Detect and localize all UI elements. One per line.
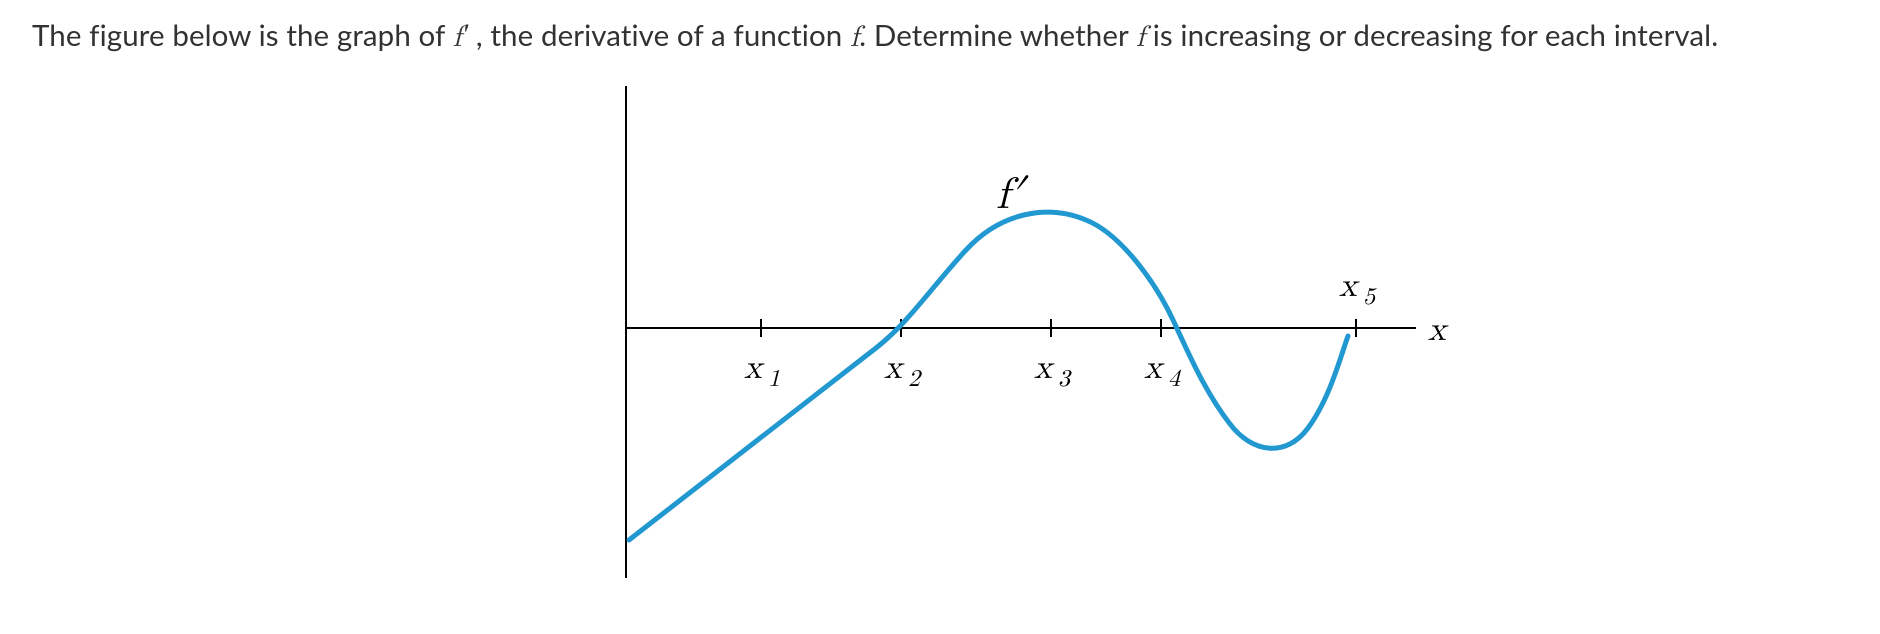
tick-label-x3: x 3 xyxy=(1034,351,1072,391)
tick-label-x1: x 1 xyxy=(744,351,780,391)
axis-label-x: x xyxy=(1428,313,1449,347)
label-x4-sub: 4 xyxy=(1168,367,1181,391)
label-x3-sub: 3 xyxy=(1058,367,1072,391)
label-x1-x: x xyxy=(744,351,765,385)
tick-label-x5: x 5 xyxy=(1339,269,1377,309)
tick-label-x2: x 2 xyxy=(884,351,923,391)
label-x5-x: x xyxy=(1339,269,1360,303)
label-x5-sub: 5 xyxy=(1363,285,1377,309)
figure-svg: f′ x 1 x 2 x 3 x 4 x 5 x xyxy=(596,78,1476,588)
prompt-f1: f xyxy=(453,22,462,52)
fprime-curve xyxy=(629,212,1348,540)
label-x2-sub: 2 xyxy=(908,367,923,391)
figure-graph: f′ x 1 x 2 x 3 x 4 x 5 x xyxy=(596,78,1476,588)
prompt-seg-0: The figure below is the graph of xyxy=(32,18,453,53)
curve-label-fprime: f′ xyxy=(996,173,1029,217)
prompt-prime: ′ xyxy=(462,19,469,51)
label-x4-x: x xyxy=(1144,351,1165,385)
problem-prompt: The figure below is the graph of f′ , th… xyxy=(32,18,1718,55)
label-x2-x: x xyxy=(884,351,905,385)
prompt-seg-3: is increasing or decreasing for each int… xyxy=(1145,18,1718,53)
prompt-f3: f xyxy=(1136,22,1145,52)
label-x3-x: x xyxy=(1034,351,1055,385)
tick-label-x4: x 4 xyxy=(1144,351,1181,391)
prompt-seg-1: , the derivative of a function xyxy=(468,18,850,53)
prompt-seg-2: . Determine whether xyxy=(859,18,1136,53)
label-x1-sub: 1 xyxy=(768,367,780,391)
prompt-f2: f xyxy=(850,22,859,52)
